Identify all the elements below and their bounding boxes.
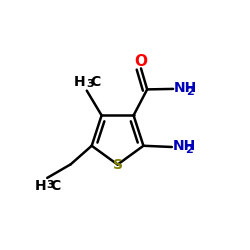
Text: 2: 2: [186, 87, 194, 97]
Text: 3: 3: [46, 180, 54, 190]
Text: S: S: [112, 158, 122, 172]
Text: NH: NH: [174, 81, 197, 95]
Text: C: C: [90, 75, 100, 89]
Text: NH: NH: [173, 139, 196, 153]
Text: C: C: [50, 179, 61, 193]
Text: 2: 2: [185, 145, 192, 155]
Text: 3: 3: [86, 80, 94, 90]
Text: H: H: [74, 75, 86, 89]
Text: O: O: [134, 54, 147, 69]
Text: H: H: [34, 179, 46, 193]
